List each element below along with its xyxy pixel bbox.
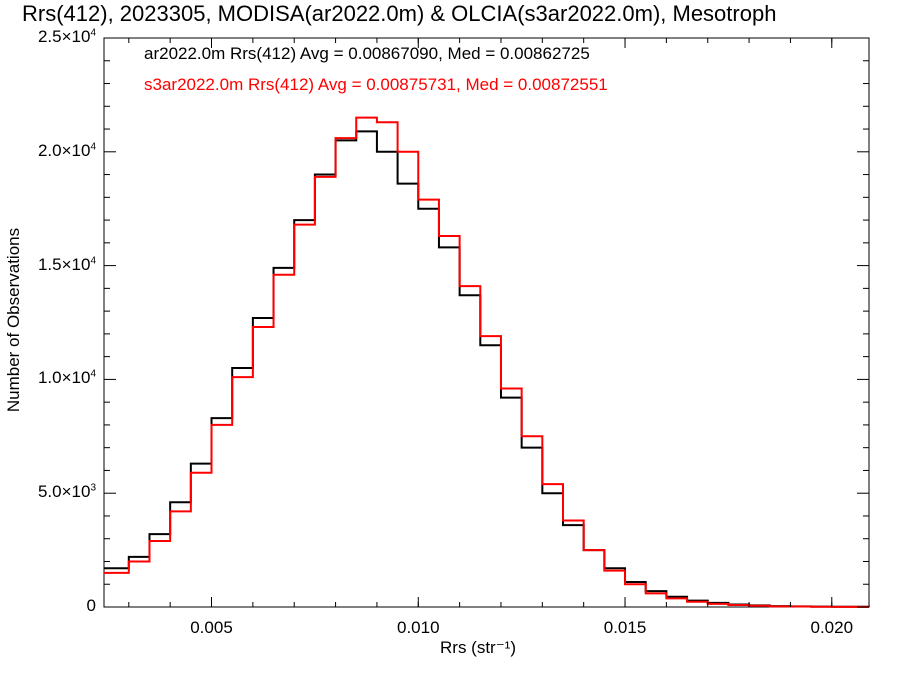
x-axis-label: Rrs (str⁻¹): [440, 638, 517, 657]
y-axis-label: Number of Observations: [4, 227, 23, 413]
legend-entry-series-2: s3ar2022.0m Rrs(412) Avg = 0.00875731, M…: [144, 75, 608, 94]
series-line-1: [104, 130, 870, 608]
y-tick-label: 5.0×103: [37, 482, 96, 502]
chart-title: Rrs(412), 2023305, MODISA(ar2022.0m) & O…: [22, 1, 777, 26]
plot-frame: [103, 37, 870, 608]
x-tick-label: 0.020: [810, 618, 854, 637]
legend-entry-series-1: ar2022.0m Rrs(412) Avg = 0.00867090, Med…: [144, 44, 590, 63]
x-tick-label: 0.015: [603, 618, 647, 637]
plot-border: [103, 37, 870, 608]
y-tick-label: 1.5×104: [37, 254, 96, 274]
series-layer: [104, 116, 870, 608]
x-tick-label: 0.010: [396, 618, 440, 637]
y-tick-label: 2.0×104: [37, 140, 96, 160]
series-line-2: [104, 116, 870, 608]
y-tick-label: 0: [86, 596, 96, 615]
y-tick-label: 1.0×104: [37, 368, 96, 388]
x-tick-label: 0.005: [190, 618, 233, 637]
y-tick-label: 2.5×104: [37, 27, 96, 46]
ticks-layer: [104, 37, 869, 608]
